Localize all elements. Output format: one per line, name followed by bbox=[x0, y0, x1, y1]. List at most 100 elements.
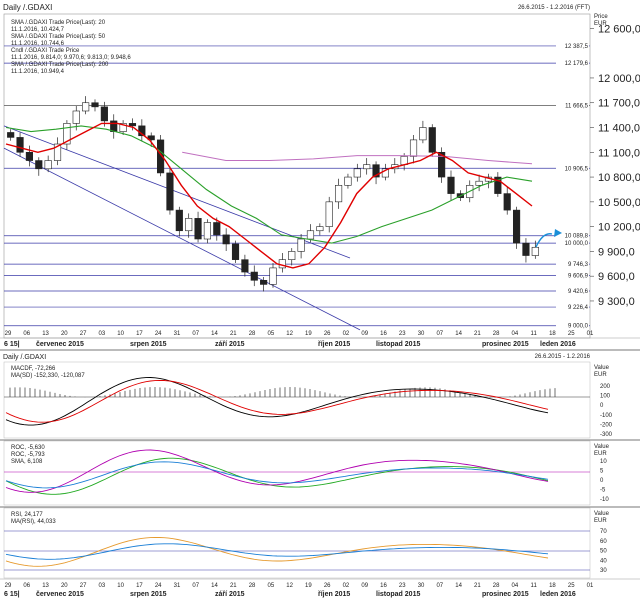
date-day-label: 27 bbox=[80, 331, 87, 337]
date-month-label: 6 15| bbox=[4, 341, 20, 348]
candle-down bbox=[503, 193, 511, 211]
price-tick-label: 12 600,0 bbox=[598, 23, 640, 35]
panel-tick-label: 100 bbox=[600, 394, 611, 400]
panel-tick-label: 0 bbox=[600, 478, 604, 484]
date-day-label: 31 bbox=[174, 331, 181, 337]
date-day-label: 02 bbox=[343, 331, 350, 337]
date-day-label: 23 bbox=[399, 331, 406, 337]
date-day-label: 04 bbox=[512, 331, 519, 337]
roc-green-line bbox=[5, 457, 549, 495]
rsi-unit2: EUR bbox=[594, 518, 607, 524]
date-month-label: červenec 2015 bbox=[36, 591, 84, 598]
date-day-label: 05 bbox=[267, 331, 274, 337]
date-day-label: 12 bbox=[286, 583, 293, 589]
level-label: 10 906,5 bbox=[565, 166, 589, 172]
candle-down bbox=[25, 151, 33, 161]
candle-down bbox=[438, 151, 446, 178]
date-day-label: 21 bbox=[474, 331, 481, 337]
level-label-bg bbox=[556, 321, 589, 329]
bottom-date-axis: 29 06 13 20 27 03 10 17 24 31 07 14 21 28 05 12 19 26 02 09… bbox=[0, 578, 640, 598]
date-axis: 29 06 13 20 27 03 10 17 24 31 07 14 21 28 05 12 19 26 02 09… bbox=[0, 331, 640, 348]
rsi-ma-line bbox=[5, 543, 549, 560]
date-month-label: září 2015 bbox=[215, 591, 245, 598]
candle-up bbox=[400, 156, 408, 165]
date-day-label: 31 bbox=[174, 583, 181, 589]
date-day-label: 25 bbox=[568, 583, 575, 589]
candle-up bbox=[363, 164, 371, 170]
date-day-label: 13 bbox=[42, 331, 49, 337]
macd-legend-1: MACDF, -72,266 bbox=[11, 366, 56, 372]
candle-down bbox=[372, 164, 380, 178]
date-day-label: 07 bbox=[436, 331, 443, 337]
candle-down bbox=[157, 139, 165, 174]
level-label: 10 089,8 bbox=[565, 234, 589, 240]
candle-up bbox=[288, 251, 296, 260]
candle-down bbox=[7, 132, 15, 138]
moving-averages bbox=[5, 122, 533, 269]
arrow-icon bbox=[554, 229, 562, 237]
date-day-label: 06 bbox=[23, 583, 30, 589]
panel-tick-label: -100 bbox=[600, 413, 613, 419]
candle-down bbox=[241, 259, 249, 273]
sma200-line bbox=[182, 151, 533, 165]
chart-title: Daily /.GDAXI bbox=[3, 3, 52, 12]
trend-channel bbox=[3, 125, 361, 331]
panel-tick-label: 50 bbox=[600, 549, 607, 555]
level-label: 12 179,6 bbox=[565, 61, 589, 67]
rsi-legend-2: MA(RSI), 44,033 bbox=[11, 519, 56, 525]
candle-up bbox=[72, 110, 80, 124]
date-day-label: 28 bbox=[493, 331, 500, 337]
candle-down bbox=[428, 127, 436, 153]
date-day-label: 09 bbox=[361, 583, 368, 589]
date-day-label: 26 bbox=[324, 583, 331, 589]
price-tick-label: 11 700,0 bbox=[598, 98, 640, 110]
price-axis-currency: EUR bbox=[594, 21, 607, 27]
level-label-bg bbox=[556, 101, 589, 109]
date-day-label: 30 bbox=[418, 331, 425, 337]
date-day-label: 16 bbox=[380, 583, 387, 589]
roc-unit2: EUR bbox=[594, 451, 607, 457]
macd-line bbox=[5, 377, 549, 426]
date-month-label: září 2015 bbox=[215, 341, 245, 348]
roc-sma-line bbox=[5, 461, 549, 489]
date-day-label: 21 bbox=[230, 331, 237, 337]
date-day-label: 21 bbox=[230, 583, 237, 589]
level-label-bg bbox=[556, 271, 589, 279]
macd-title: Daily /.GDAXI bbox=[3, 354, 46, 361]
candle-up bbox=[316, 226, 324, 232]
level-label-bg bbox=[556, 260, 589, 268]
candle-up bbox=[531, 246, 539, 256]
candle-up bbox=[82, 102, 90, 112]
date-day-label: 03 bbox=[99, 331, 106, 337]
candle-up bbox=[334, 185, 343, 203]
level-label: 10 000,0 bbox=[565, 241, 589, 247]
date-month-label: leden 2016 bbox=[540, 591, 576, 598]
date-month-label: říjen 2015 bbox=[318, 341, 350, 348]
date-month-label: červenec 2015 bbox=[36, 341, 84, 348]
date-day-label: 06 bbox=[23, 331, 30, 337]
date-day-label: 27 bbox=[80, 583, 87, 589]
roc-panel: ROC, -5,630 ROC, -5,793 SMA, 6,108 Value… bbox=[3, 440, 610, 506]
price-tick-label: 10 800,0 bbox=[598, 172, 640, 184]
legend-sma20-label: SMA /.GDAXI Trade Price(Last): 20 bbox=[11, 20, 106, 26]
candle-down bbox=[128, 123, 137, 127]
date-day-label: 02 bbox=[343, 583, 350, 589]
candle-down bbox=[16, 137, 24, 153]
legend-candle-label: Cndl /.GDAXI Trade Price bbox=[11, 48, 80, 54]
price-tick-label: 12 000,0 bbox=[598, 73, 640, 85]
candle-down bbox=[250, 271, 258, 281]
date-day-label: 10 bbox=[117, 583, 124, 589]
rsi-unit: Value bbox=[594, 511, 610, 517]
date-day-label: 11 bbox=[531, 583, 538, 589]
price-tick-label: 11 100,0 bbox=[598, 147, 640, 159]
candle-up bbox=[278, 259, 286, 269]
date-day-label: 30 bbox=[418, 583, 425, 589]
date-day-label: 14 bbox=[455, 331, 462, 337]
date-day-label: 19 bbox=[305, 583, 312, 589]
level-label-bg bbox=[556, 164, 589, 172]
panel-tick-label: 60 bbox=[600, 539, 607, 545]
candle-up bbox=[185, 218, 193, 232]
date-day-label: 10 bbox=[117, 331, 124, 337]
level-label: 9 606,9 bbox=[568, 274, 589, 280]
